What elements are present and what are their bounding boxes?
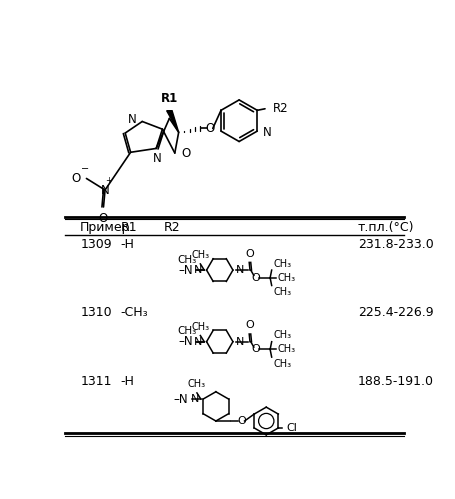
Text: R1: R1	[120, 221, 137, 234]
Text: -H: -H	[120, 375, 134, 388]
Text: N: N	[153, 152, 162, 165]
Text: 1309: 1309	[80, 238, 111, 251]
Text: O: O	[251, 273, 260, 283]
Text: 1310: 1310	[80, 306, 111, 319]
Text: 231.8-233.0: 231.8-233.0	[357, 238, 433, 251]
Text: O: O	[181, 147, 190, 160]
Text: −: −	[81, 164, 89, 174]
Text: O: O	[237, 416, 245, 426]
Text: -CH₃: -CH₃	[120, 306, 148, 319]
Text: +: +	[105, 176, 112, 186]
Text: 225.4-226.9: 225.4-226.9	[357, 306, 432, 319]
Text: CH₃: CH₃	[177, 326, 196, 336]
Text: O: O	[71, 172, 80, 185]
Text: O: O	[245, 249, 254, 258]
Text: -H: -H	[120, 238, 134, 251]
Text: N: N	[101, 184, 109, 197]
Text: 188.5-191.0: 188.5-191.0	[357, 375, 433, 388]
Text: R2: R2	[272, 102, 288, 115]
Text: CH₃: CH₃	[273, 330, 291, 340]
Text: O: O	[245, 320, 254, 330]
Text: Пример: Пример	[80, 221, 131, 234]
Text: CH₃: CH₃	[191, 250, 209, 260]
Text: N: N	[128, 113, 136, 126]
Text: N: N	[191, 394, 199, 404]
Text: N: N	[262, 126, 271, 139]
Text: O: O	[205, 122, 214, 135]
Text: CH₃: CH₃	[273, 287, 291, 297]
Text: т.пл.(°C): т.пл.(°C)	[357, 221, 413, 234]
Text: N: N	[194, 265, 202, 275]
Text: CH₃: CH₃	[273, 258, 291, 268]
Text: CH₃: CH₃	[187, 379, 206, 389]
Text: CH₃: CH₃	[273, 359, 291, 369]
Text: –N: –N	[177, 263, 192, 276]
Text: CH₃: CH₃	[277, 273, 295, 283]
Text: Cl: Cl	[286, 423, 297, 433]
Text: N: N	[236, 265, 244, 275]
Polygon shape	[166, 111, 178, 132]
Text: O: O	[251, 344, 260, 354]
Text: R2: R2	[164, 221, 180, 234]
Text: 1311: 1311	[80, 375, 111, 388]
Text: O: O	[99, 213, 108, 226]
Text: N: N	[194, 337, 202, 347]
Text: N: N	[236, 337, 244, 347]
Text: R1: R1	[161, 91, 177, 104]
Text: –N: –N	[173, 393, 188, 406]
Text: –N: –N	[177, 335, 192, 348]
Text: CH₃: CH₃	[177, 254, 196, 264]
Text: CH₃: CH₃	[277, 344, 295, 354]
Text: CH₃: CH₃	[191, 322, 209, 332]
